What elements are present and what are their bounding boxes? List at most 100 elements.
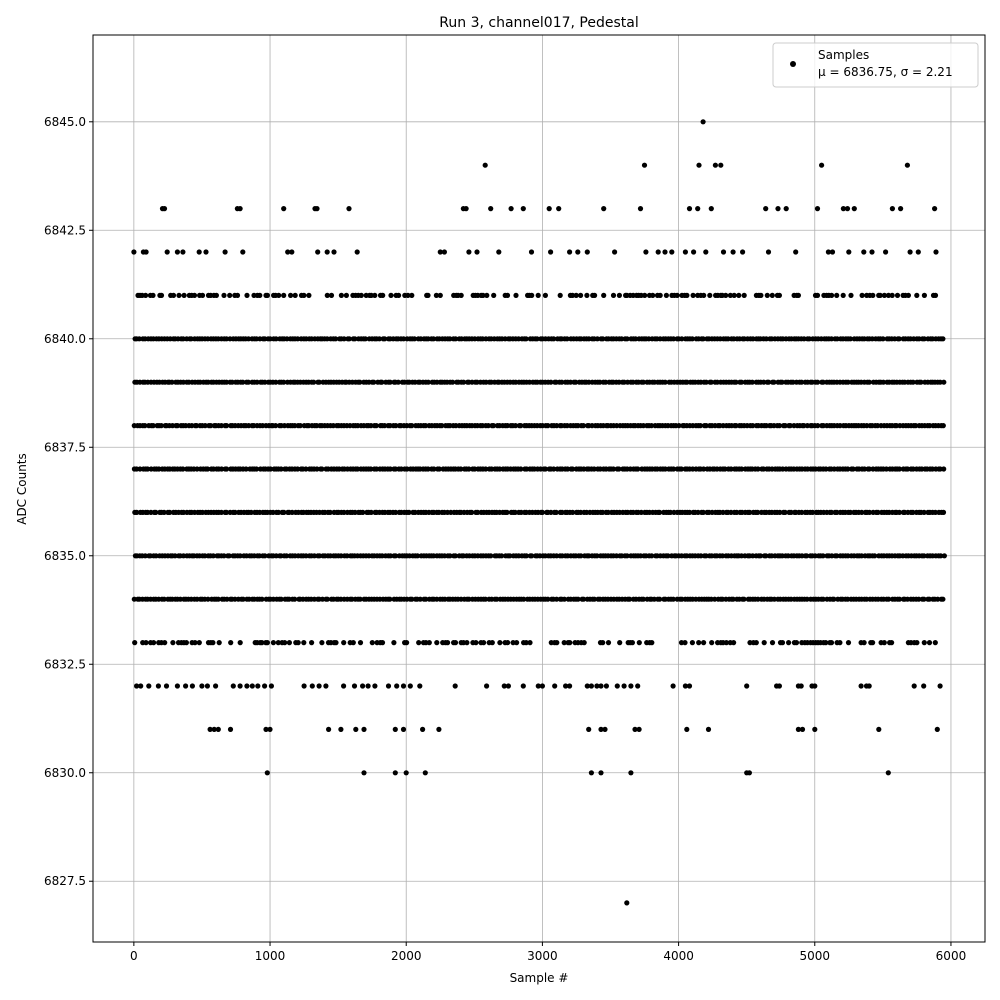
data-point [361,770,367,776]
data-point [567,249,573,255]
data-point [371,379,377,385]
data-point [196,640,202,646]
data-point [143,292,149,298]
data-point [627,596,633,602]
data-point [393,553,399,559]
data-point [779,640,786,646]
data-point [905,292,912,298]
data-point [776,292,783,298]
data-point [237,640,243,646]
data-point [941,466,947,472]
data-point [584,683,590,689]
data-point [866,683,872,689]
data-point [551,466,557,472]
data-point [483,466,489,472]
data-point [281,509,287,515]
data-point [921,596,927,602]
data-point [425,292,431,298]
y-tick-label: 6830.0 [44,766,86,780]
data-point [267,726,273,733]
data-point [696,640,702,646]
data-point [799,726,806,733]
data-point [610,466,617,472]
legend: Samples μ = 6836.75, σ = 2.21 [772,42,979,88]
data-point [181,292,187,298]
data-point [727,292,734,298]
data-point [228,640,234,646]
data-point [601,206,607,212]
data-point [640,379,647,385]
data-point [180,249,186,255]
data-point [557,292,563,298]
data-point [812,683,818,689]
data-point [564,336,570,342]
x-tick-label: 5000 [799,949,830,963]
data-point [142,553,148,559]
data-point [616,466,622,472]
data-point [216,640,222,646]
data-point [763,553,769,559]
data-point [795,726,802,733]
data-point [513,292,519,298]
x-axis-label: Sample # [510,971,569,985]
data-point [814,206,821,212]
data-point [357,596,363,602]
data-point [529,553,535,559]
data-point [485,423,491,429]
data-point [387,379,393,385]
data-point [445,640,451,646]
data-point [542,466,549,472]
data-point [940,336,946,342]
data-point [712,596,718,602]
data-point [232,509,238,515]
data-point [594,553,600,559]
data-point [904,162,911,168]
data-point [379,640,386,646]
data-point [580,423,587,429]
data-point [430,336,437,342]
data-point [422,770,428,776]
data-point [870,640,876,646]
data-point [528,249,535,255]
data-point [333,640,339,646]
data-point [357,640,364,646]
data-point [163,683,170,689]
data-point [782,509,788,515]
data-point [850,466,856,472]
data-point [880,336,886,342]
data-point [227,726,234,733]
data-point [423,596,429,602]
ticks-layer: 0 1000 2000 3000 4000 5000 6000 6827.5 6830.0 683… [44,115,966,963]
data-point [365,683,371,689]
data-point [425,379,431,385]
data-point [921,336,927,342]
data-point [276,292,282,298]
data-point [409,596,415,602]
data-point [264,770,270,776]
data-point [914,292,920,298]
data-point [491,292,497,298]
data-point [799,379,805,385]
data-point [501,683,507,689]
data-point [926,640,933,646]
data-point [306,292,312,298]
data-point [581,596,587,602]
data-point [535,292,541,298]
legend-series-name: Samples [818,48,869,62]
data-point [834,292,840,298]
data-point [731,292,737,298]
data-point [172,553,178,559]
data-point [649,640,655,646]
data-point [405,292,411,298]
data-point [700,509,706,515]
data-point [346,336,352,342]
data-point [575,596,581,602]
data-point [357,379,363,385]
data-point [205,466,211,472]
data-point [145,466,151,472]
data-point [935,596,941,602]
data-point [940,423,946,429]
data-point [475,509,481,515]
data-point [416,640,422,646]
data-point [458,292,464,298]
